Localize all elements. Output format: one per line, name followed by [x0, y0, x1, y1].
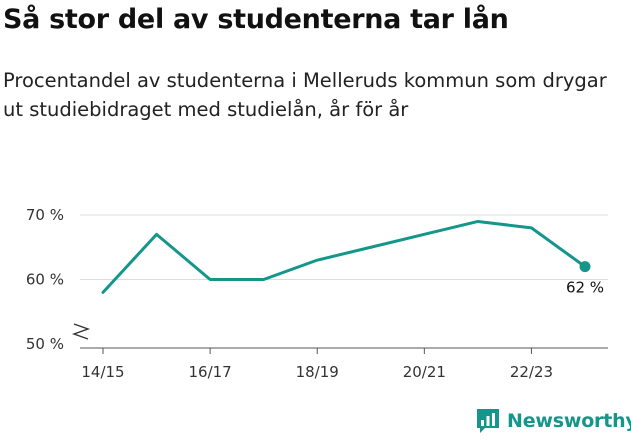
y-tick-label: 70 % [26, 206, 64, 224]
gridlines [80, 214, 608, 280]
end-point-marker [579, 261, 591, 273]
end-value-label: 62 % [566, 279, 604, 297]
x-tick-label: 20/21 [403, 363, 446, 381]
y-tick-label: 60 % [26, 271, 64, 289]
chart-title: Så stor del av studenterna tar lån [3, 4, 509, 35]
x-tick-label: 18/19 [296, 363, 339, 381]
x-axis [80, 347, 608, 354]
chart-subtitle: Procentandel av studenterna i Melleruds … [3, 69, 607, 121]
axis-break-icon [71, 323, 91, 340]
y-tick-label: 50 % [26, 335, 64, 353]
tick-labels: 50 % 60 % 70 % 14/15 16/17 18/19 20/21 22/23 62 … [26, 206, 604, 381]
series-line [101, 219, 587, 294]
x-tick-label: 22/23 [510, 363, 553, 381]
x-tick-label: 14/15 [81, 363, 124, 381]
series-layer [101, 219, 591, 294]
newsworthy-logo: Newsworthy [475, 405, 631, 437]
axis-break-zigzag [71, 323, 91, 340]
x-tick-label: 16/17 [188, 363, 231, 381]
brand-name: Newsworthy [507, 410, 631, 432]
chart-bar-icon [477, 409, 499, 433]
